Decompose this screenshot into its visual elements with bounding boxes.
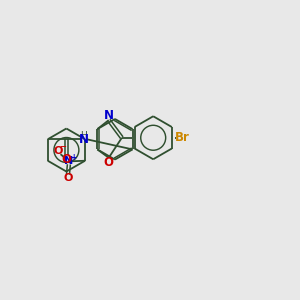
Text: O: O <box>61 153 71 166</box>
Text: N: N <box>64 156 74 166</box>
Text: Br: Br <box>175 131 190 144</box>
Text: O: O <box>104 156 114 169</box>
Text: N: N <box>79 133 88 146</box>
Text: N: N <box>104 109 114 122</box>
Text: H: H <box>80 130 87 140</box>
Text: O: O <box>53 146 63 156</box>
Text: −: − <box>59 142 66 152</box>
Text: +: + <box>70 153 77 162</box>
Text: O: O <box>63 173 73 183</box>
